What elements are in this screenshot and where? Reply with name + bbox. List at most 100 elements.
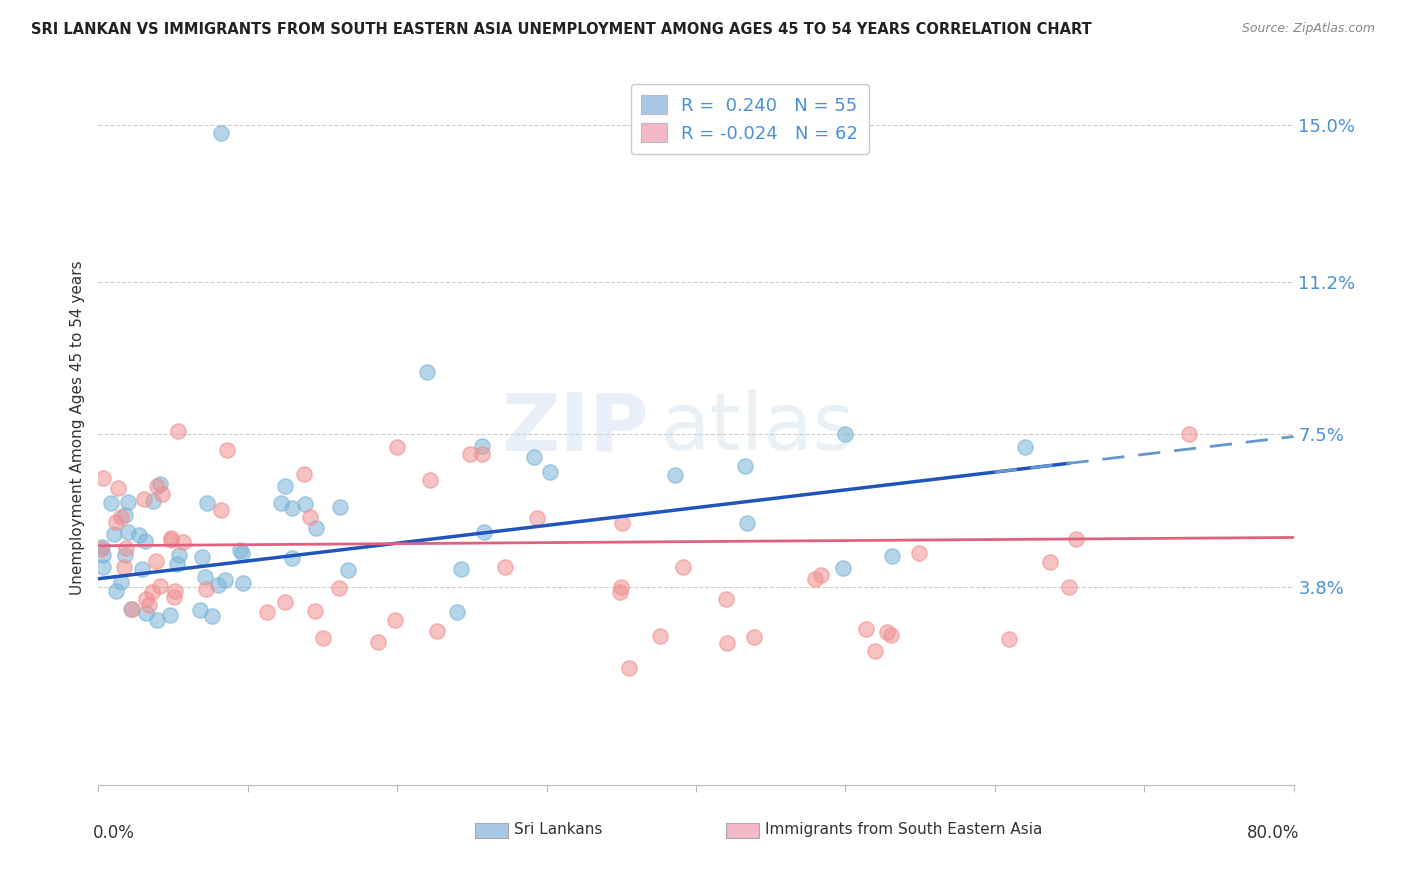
Point [114,508,136,522]
Point [115,541,138,555]
Point [141,585,163,599]
Point [195,496,218,510]
Point [907,546,929,560]
Y-axis label: Unemployment Among Ages 45 to 54 years: Unemployment Among Ages 45 to 54 years [69,260,84,596]
Point [194,570,217,584]
Point [145,554,167,568]
Text: 0.0%: 0.0% [93,824,135,842]
Point [135,592,157,607]
Point [110,510,132,524]
Point [471,439,494,453]
Point [672,560,695,574]
Point [90,542,112,557]
Point [329,500,352,515]
Point [167,424,190,438]
Point [523,450,546,465]
Point [105,515,128,529]
Point [149,579,172,593]
Point [163,590,186,604]
Point [145,479,167,493]
Point [114,548,136,562]
Text: Immigrants from South Eastern Asia: Immigrants from South Eastern Asia [765,822,1043,838]
Point [385,440,409,454]
Point [110,574,132,589]
Point [149,477,172,491]
Point [810,567,832,582]
Point [228,543,250,558]
Point [117,494,139,508]
Text: Sri Lankans: Sri Lankans [515,822,603,838]
Point [152,486,174,500]
Point [159,531,181,545]
Text: SRI LANKAN VS IMMIGRANTS FROM SOUTH EASTERN ASIA UNEMPLOYMENT AMONG AGES 45 TO 5: SRI LANKAN VS IMMIGRANTS FROM SOUTH EAST… [31,22,1091,37]
Point [880,549,903,563]
Point [446,606,468,620]
Point [270,496,292,510]
Point [426,624,449,638]
Point [207,578,229,592]
Point [998,632,1021,646]
Point [214,574,236,588]
Point [714,592,737,607]
Text: Source: ZipAtlas.com: Source: ZipAtlas.com [1241,22,1375,36]
Point [494,560,516,574]
Point [134,534,156,549]
Point [737,516,759,530]
Point [256,606,278,620]
Point [304,604,326,618]
Point [804,572,827,586]
Point [336,563,359,577]
Point [880,628,903,642]
Point [1039,555,1062,569]
Point [117,525,139,540]
Bar [475,822,509,838]
Point [855,622,877,636]
Point [416,366,439,380]
Point [128,528,150,542]
Point [619,661,641,675]
Point [294,497,316,511]
Point [384,613,406,627]
Point [744,631,766,645]
Point [273,595,295,609]
Point [107,481,129,495]
Point [120,601,142,615]
Point [648,629,671,643]
Point [194,582,217,596]
Point [471,447,494,461]
Point [146,613,169,627]
Point [232,576,254,591]
Point [209,126,232,140]
Point [231,546,253,560]
Point [188,603,211,617]
Point [419,473,441,487]
Point [367,635,389,649]
Point [612,516,634,530]
Point [163,584,186,599]
Point [135,607,157,621]
Point [142,493,165,508]
Point [876,624,898,639]
Point [138,598,160,612]
Point [281,500,304,515]
Point [328,581,350,595]
Text: atlas: atlas [661,389,855,467]
Point [1059,580,1081,594]
Point [131,561,153,575]
Point [292,467,315,482]
Point [191,550,214,565]
Point [121,602,143,616]
Point [538,465,561,479]
Point [274,478,297,492]
Point [472,524,495,539]
Point [209,503,232,517]
Point [1064,532,1087,546]
Point [831,561,853,575]
Point [716,636,738,650]
Point [167,548,190,562]
Legend: R =  0.240   N = 55, R = -0.024   N = 62: R = 0.240 N = 55, R = -0.024 N = 62 [631,84,869,153]
Point [91,540,114,554]
Point [112,560,135,574]
Point [91,560,114,574]
Point [834,427,856,442]
